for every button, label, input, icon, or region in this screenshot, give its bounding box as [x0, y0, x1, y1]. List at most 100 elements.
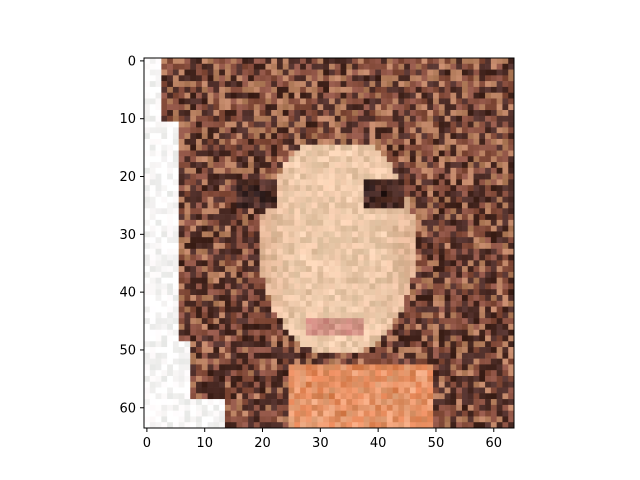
heatmap-cell [317, 86, 324, 93]
heatmap-cell [485, 375, 492, 383]
heatmap-cell [300, 138, 307, 146]
heatmap-cell [473, 214, 480, 221]
heatmap-cell [219, 410, 226, 417]
heatmap-cell [415, 167, 422, 174]
heatmap-cell [219, 196, 226, 203]
heatmap-cell [508, 387, 515, 394]
heatmap-cell [444, 225, 451, 232]
heatmap-cell [317, 352, 324, 359]
heatmap-cell [294, 358, 301, 365]
heatmap-cell [386, 393, 393, 400]
heatmap-cell [386, 312, 393, 319]
heatmap-cell [386, 110, 393, 117]
heatmap-cell [305, 381, 312, 388]
heatmap-cell [282, 300, 289, 307]
heatmap-cell [450, 375, 457, 383]
heatmap-cell [386, 231, 393, 238]
heatmap-cell [363, 110, 370, 117]
heatmap-cell [346, 318, 353, 325]
heatmap-cell [149, 370, 156, 377]
heatmap-cell [305, 335, 312, 342]
heatmap-cell [329, 162, 336, 169]
heatmap-cell [444, 393, 451, 400]
heatmap-cell [369, 121, 376, 128]
heatmap-cell [386, 370, 393, 377]
heatmap-cell [450, 127, 457, 134]
heatmap-cell [461, 358, 469, 365]
heatmap-cell [201, 179, 208, 186]
heatmap-cell [461, 86, 469, 93]
heatmap-cell [172, 289, 179, 296]
heatmap-cell [386, 254, 393, 261]
heatmap-cell [282, 295, 289, 302]
heatmap-cell [392, 341, 399, 348]
heatmap-cell [224, 214, 232, 221]
heatmap-cell [271, 127, 278, 134]
heatmap-cell [323, 300, 330, 307]
heatmap-cell [479, 399, 486, 406]
heatmap-cell [219, 370, 226, 377]
heatmap-cell [415, 347, 422, 354]
heatmap-cell [473, 138, 480, 146]
heatmap-cell [352, 144, 359, 151]
heatmap-cell [346, 86, 353, 93]
heatmap-cell [282, 167, 289, 174]
heatmap-cell [502, 225, 509, 232]
heatmap-cell [352, 375, 359, 383]
heatmap-cell [398, 277, 405, 284]
heatmap-cell [398, 295, 405, 302]
heatmap-cell [438, 295, 445, 302]
heatmap-cell [438, 196, 445, 203]
heatmap-cell [375, 69, 382, 76]
heatmap-cell [311, 347, 318, 354]
heatmap-cell [398, 410, 405, 417]
heatmap-cell [184, 225, 191, 232]
heatmap-cell [386, 75, 393, 82]
heatmap-cell [178, 393, 185, 400]
heatmap-cell [490, 416, 497, 423]
heatmap-cell [456, 104, 463, 111]
heatmap-cell [300, 283, 307, 290]
heatmap-cell [508, 370, 515, 377]
heatmap-cell [409, 127, 417, 134]
heatmap-cell [224, 115, 232, 122]
heatmap-cell [461, 150, 469, 157]
heatmap-cell [144, 312, 151, 319]
heatmap-cell [357, 416, 364, 423]
heatmap-cell [144, 323, 151, 331]
heatmap-cell [253, 98, 260, 105]
heatmap-cell [450, 271, 457, 278]
heatmap-cell [392, 185, 399, 192]
heatmap-cell [300, 289, 307, 296]
heatmap-cell [224, 127, 232, 134]
heatmap-cell [265, 381, 272, 388]
heatmap-cell [450, 173, 457, 180]
heatmap-cell [479, 167, 486, 174]
heatmap-cell [375, 156, 382, 163]
heatmap-cell [311, 387, 318, 394]
heatmap-cell [248, 393, 255, 400]
heatmap-cell [224, 416, 232, 423]
heatmap-cell [496, 358, 503, 365]
heatmap-cell [352, 98, 359, 105]
heatmap-cell [213, 306, 220, 313]
heatmap-cell [317, 341, 324, 348]
heatmap-cell [433, 231, 440, 238]
heatmap-cell [461, 352, 469, 359]
heatmap-cell [236, 237, 243, 244]
heatmap-cell [479, 173, 486, 180]
heatmap-cell [242, 115, 249, 122]
heatmap-cell [473, 410, 480, 417]
heatmap-cell [398, 358, 405, 365]
heatmap-cell [404, 300, 411, 307]
heatmap-cell [236, 416, 243, 423]
heatmap-cell [421, 364, 428, 371]
heatmap-cell [421, 144, 428, 151]
heatmap-cell [461, 410, 469, 417]
heatmap-cell [311, 127, 318, 134]
heatmap-cell [404, 335, 411, 342]
heatmap-cell [236, 115, 243, 122]
heatmap-cell [329, 329, 336, 336]
heatmap-cell [311, 364, 318, 371]
heatmap-cell [294, 410, 301, 417]
